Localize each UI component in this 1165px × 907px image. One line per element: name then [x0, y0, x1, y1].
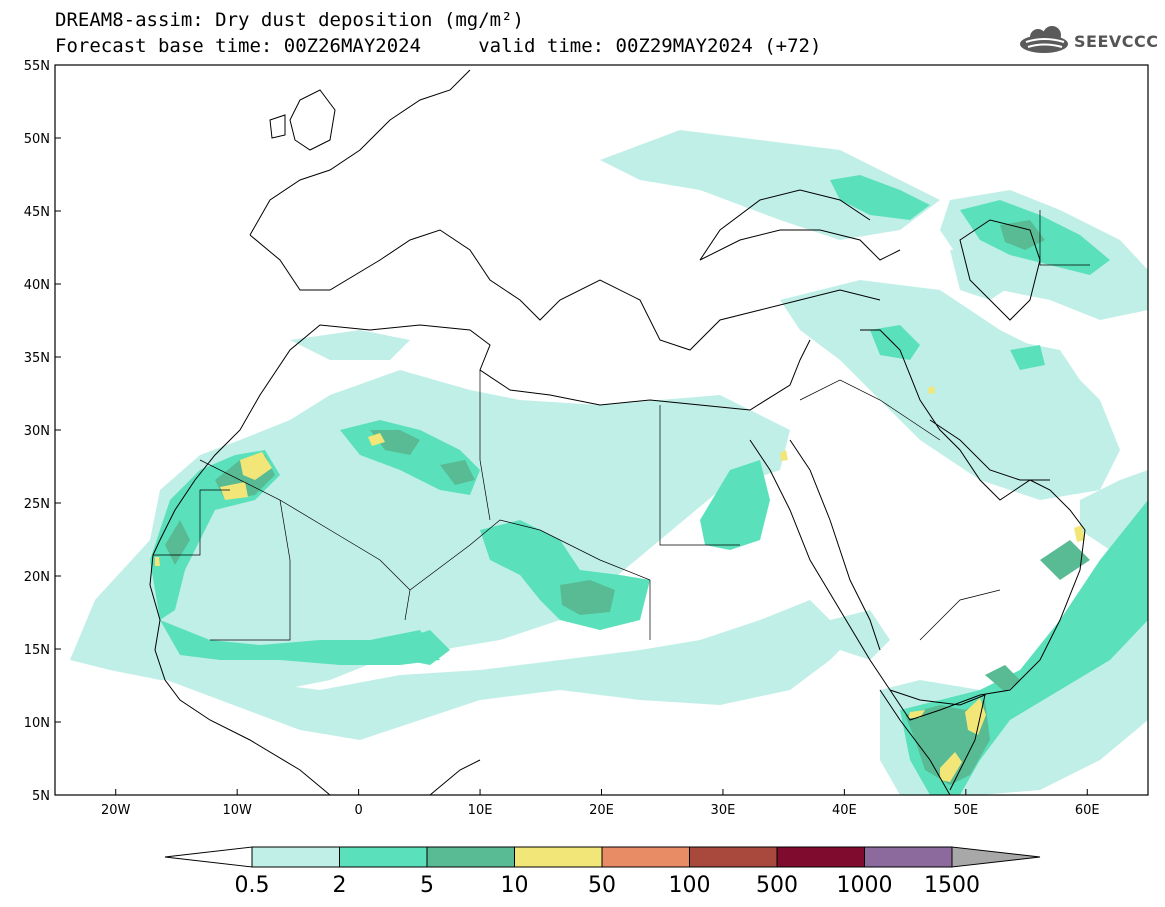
lon-tick-label: 50E: [953, 803, 978, 818]
coastlines: [149, 69, 1086, 795]
colorbar-label: 100: [669, 873, 711, 898]
colorbar-label: 5: [420, 873, 434, 898]
lat-tick-label: 50N: [24, 132, 50, 147]
colorbar-label: 50: [588, 873, 616, 898]
lat-tick-label: 15N: [24, 643, 50, 658]
map-title: DREAM8-assim: Dry dust deposition (mg/m²…: [55, 9, 524, 31]
deposition-shading: [70, 130, 1148, 795]
colorbar-label: 500: [756, 873, 798, 898]
country-borders: [153, 210, 1090, 641]
lon-tick-label: 10E: [468, 803, 493, 818]
colorbar-swatch: [426, 846, 515, 868]
colorbar-label: 1000: [837, 873, 893, 898]
colorbar-swatch: [864, 846, 953, 868]
colorbar-labels: 0.5 2 5 10 50 100 500 1000 1500: [235, 873, 981, 898]
colorbar-min-arrow: [164, 846, 253, 868]
logo-text: SEEVCCC: [1074, 32, 1159, 51]
forecast-time-line: Forecast base time: 00Z26MAY2024 valid t…: [55, 35, 822, 57]
lat-tick-label: 20N: [24, 570, 50, 585]
lat-tick-label: 45N: [24, 205, 50, 220]
lat-tick-label: 30N: [24, 424, 50, 439]
colorbar: [164, 846, 1041, 868]
colorbar-label: 2: [333, 873, 347, 898]
colorbar-max-arrow: [951, 846, 1041, 868]
lon-tick-label: 40E: [832, 803, 857, 818]
lat-tick-label: 35N: [24, 351, 50, 366]
colorbar-swatch: [689, 846, 778, 868]
seevccc-logo: [1020, 26, 1068, 53]
lat-tick-label: 5N: [32, 789, 50, 804]
lat-tick-label: 40N: [24, 278, 50, 293]
colorbar-swatch: [776, 846, 865, 868]
lat-tick-label: 55N: [24, 59, 50, 74]
lon-tick-label: 10W: [222, 803, 252, 818]
lon-tick-label: 60E: [1075, 803, 1100, 818]
cloud-icon: [1020, 26, 1068, 53]
colorbar-swatch: [601, 846, 690, 868]
colorbar-swatch: [339, 846, 428, 868]
colorbar-swatch: [514, 846, 603, 868]
lon-tick-label: 0: [354, 803, 362, 818]
lat-tick-label: 25N: [24, 497, 50, 512]
longitude-axis: 20W 10W 0 10E 20E 30E 40E 50E 60E: [101, 789, 1100, 818]
lat-tick-label: 10N: [24, 716, 50, 731]
colorbar-label: 0.5: [235, 873, 270, 898]
lon-tick-label: 20E: [589, 803, 614, 818]
colorbar-label: 10: [501, 873, 529, 898]
colorbar-swatch: [251, 846, 340, 868]
lon-tick-label: 20W: [101, 803, 131, 818]
lon-tick-label: 30E: [711, 803, 736, 818]
colorbar-label: 1500: [924, 873, 980, 898]
latitude-axis: 55N 50N 45N 40N 35N 30N 25N 20N 15N 10N 5N: [24, 59, 61, 804]
